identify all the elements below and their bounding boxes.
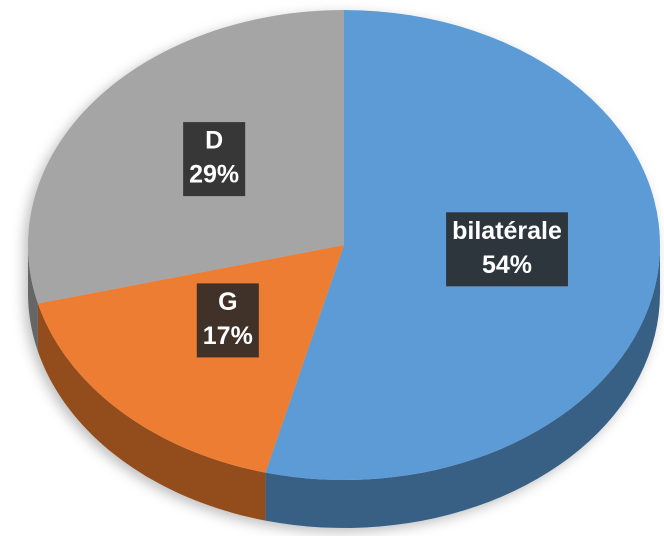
slice-side — [265, 245, 660, 528]
label-box — [446, 212, 568, 287]
category-label: bilatérale — [452, 217, 562, 245]
value-label: 29% — [189, 161, 239, 189]
category-label: G — [218, 288, 237, 316]
slice — [37, 245, 344, 473]
labels: bilatérale 54% G 17% D 29% — [183, 122, 568, 358]
value-label: 17% — [203, 322, 253, 350]
category-label: D — [205, 127, 223, 155]
slice-side — [37, 303, 266, 521]
label-box — [196, 283, 259, 358]
label-box — [183, 122, 246, 197]
slice-side — [28, 245, 38, 352]
value-label: 54% — [482, 251, 532, 279]
